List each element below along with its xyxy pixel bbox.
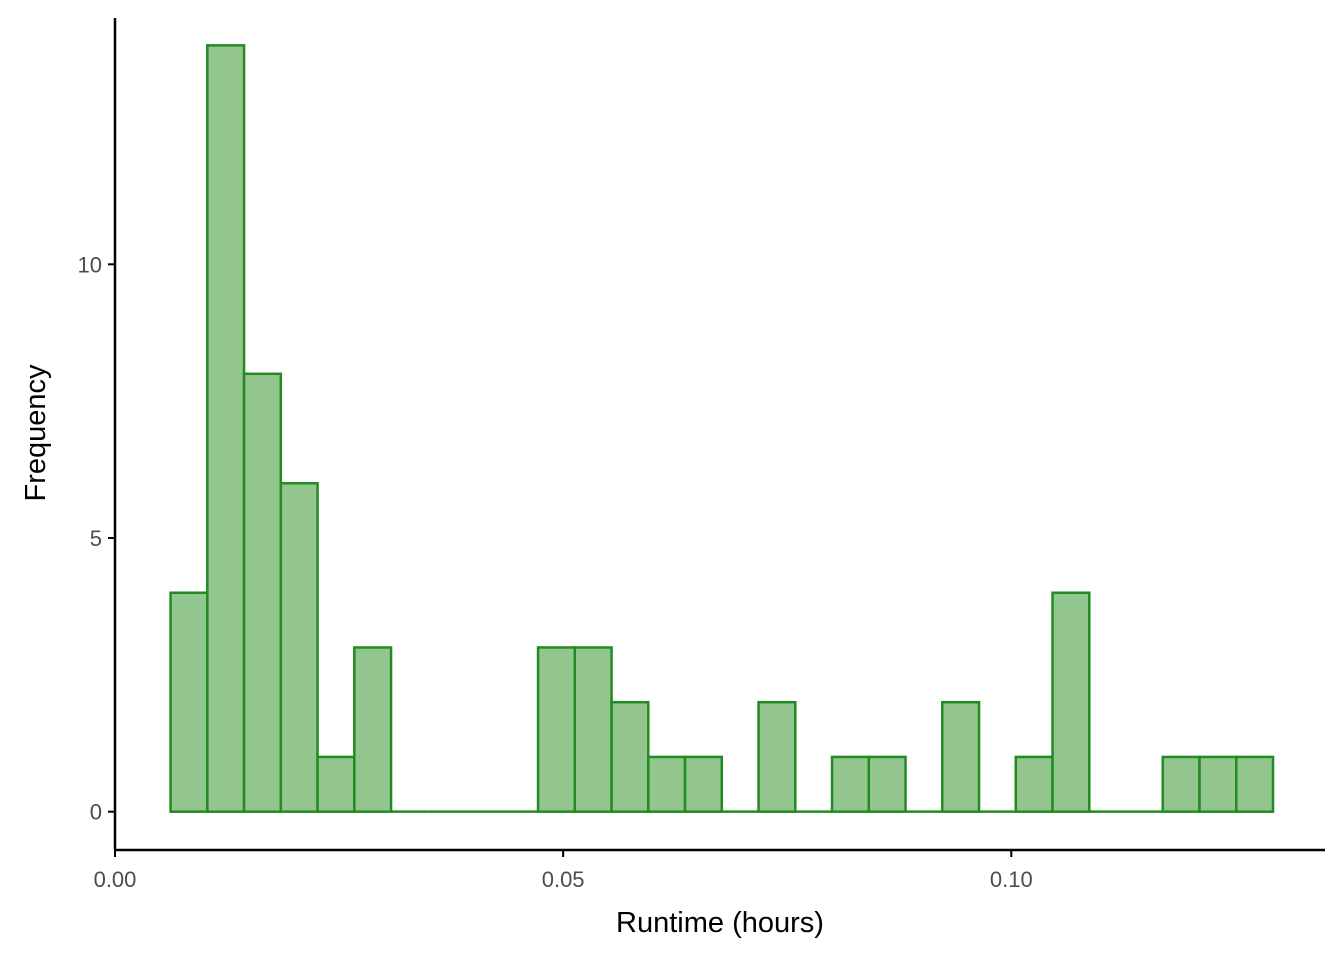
y-tick-label: 5 [90,526,102,551]
y-axis-ticks: 0 5 10 [78,252,115,825]
histogram-bar [1198,755,1238,813]
y-tick-label: 0 [90,800,102,825]
histogram-bar [830,755,871,813]
histogram-bar [867,755,907,813]
histogram-bar [610,700,650,813]
x-axis-ticks: 0.00 0.05 0.10 [94,850,1033,892]
histogram-bar [1051,591,1091,813]
histogram-bar [279,482,319,813]
histogram-bar [941,700,981,813]
histogram-bar [757,700,797,813]
x-tick-label: 0.05 [542,867,585,892]
histogram-bar [683,755,724,813]
histogram-bar [316,755,356,813]
y-axis-title: Frequency [20,364,52,502]
histogram-bars [169,44,1275,813]
histogram-bar [1235,755,1275,813]
histogram-bar [1014,755,1054,813]
histogram-bar [536,646,577,813]
histogram-bar [242,372,283,813]
histogram-bar [206,44,246,813]
x-tick-label: 0.10 [990,867,1033,892]
x-axis-title: Runtime (hours) [616,907,824,939]
histogram-bar [353,646,393,813]
histogram-bar [1161,755,1201,813]
histogram-bar [647,755,687,813]
y-tick-label: 10 [78,252,102,277]
histogram-bar [573,646,613,813]
histogram-bar [169,591,209,813]
x-tick-label: 0.00 [94,867,137,892]
